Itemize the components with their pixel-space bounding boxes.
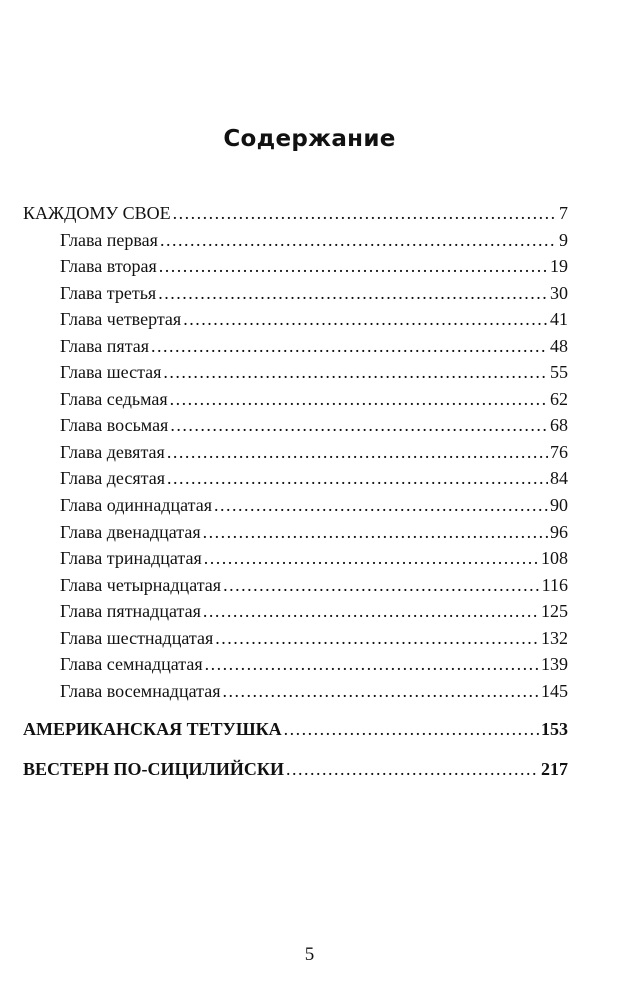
toc-entry-page: 90 [550,495,568,516]
dot-leader [160,230,557,251]
toc-entry-page: 132 [541,627,568,648]
page-title: Содержание [223,126,396,152]
toc-entry-title: ВЕСТЕРН ПО-СИЦИЛИЙСКИ [23,759,284,780]
toc-entry-page: 96 [550,521,568,542]
dot-leader [151,336,548,357]
toc-entry-page: 30 [550,282,568,303]
table-of-contents: КАЖДОМУ СВОЕ 7 Глава первая 9 Глава вторая 19… [23,203,568,787]
dot-leader [173,203,557,224]
toc-entry: КАЖДОМУ СВОЕ 7 [23,203,568,230]
dot-leader [170,389,548,410]
toc-entry-page: 217 [541,759,568,780]
toc-entry-page: 55 [550,362,568,383]
toc-entry-page: 139 [541,654,568,675]
toc-entry: Глава шестая 55 [23,362,568,389]
toc-entry-page: 145 [541,680,568,701]
toc-entry-title: Глава четырнадцатая [60,574,222,595]
dot-leader [159,256,548,277]
toc-entry: Глава восемнадцатая 145 [23,681,568,708]
toc-entry-page: 76 [550,441,568,462]
dot-leader [214,495,548,516]
toc-entry-title: Глава шестнадцатая [60,627,214,648]
toc-entry-page: 48 [550,335,568,356]
toc-entry-page: 84 [550,468,568,489]
dot-leader [223,575,540,596]
toc-entry: Глава первая 9 [23,230,568,257]
toc-entry-page: 68 [550,415,568,436]
toc-entry: ВЕСТЕРН ПО-СИЦИЛИЙСКИ 217 [23,759,568,787]
dot-leader [203,601,539,622]
toc-entry-page: 7 [559,203,568,223]
toc-entry: Глава семнадцатая 139 [23,654,568,681]
toc-entry: Глава третья 30 [23,283,568,310]
toc-entry: Глава десятая 84 [23,468,568,495]
toc-entry-title: Глава третья [60,282,157,303]
toc-entry-page: 116 [541,574,568,595]
dot-leader [222,681,539,702]
toc-entry-title: Глава четвертая [60,309,182,330]
toc-entry-page: 108 [541,548,568,569]
toc-entry: АМЕРИКАНСКАЯ ТЕТУШКА 153 [23,719,568,747]
dot-leader [205,654,539,675]
dot-leader [284,719,539,740]
toc-entry: Глава шестнадцатая 132 [23,628,568,655]
toc-entry-page: 153 [541,719,568,740]
toc-entry: Глава восьмая 68 [23,415,568,442]
toc-entry-page: 125 [541,601,568,622]
toc-entry-title: Глава пятнадцатая [60,601,201,622]
dot-leader [183,309,548,330]
toc-entry-title: Глава восьмая [60,415,169,436]
dot-leader [167,442,548,463]
toc-entry: Глава пятнадцатая 125 [23,601,568,628]
toc-entry-page: 62 [550,388,568,409]
toc-entry-title: Глава одиннадцатая [60,495,212,516]
dot-leader [286,759,539,780]
dot-leader [163,362,548,383]
toc-entry-title: Глава пятая [60,335,150,356]
toc-entry-title: Глава первая [60,229,158,250]
toc-entry-page: 9 [559,229,568,250]
toc-entry-title: Глава тринадцатая [60,548,202,569]
toc-entry-title: АМЕРИКАНСКАЯ ТЕТУШКА [23,719,282,740]
toc-entry-title: Глава седьмая [60,388,168,409]
toc-entry: Глава двенадцатая 96 [23,522,568,549]
toc-entry: Глава седьмая 62 [23,389,568,416]
toc-entry-title: Глава семнадцатая [60,654,203,675]
dot-leader [158,283,548,304]
toc-entry: Глава одиннадцатая 90 [23,495,568,522]
toc-entry-page: 19 [550,256,568,277]
toc-entry-title: Глава девятая [60,441,165,462]
toc-entry-title: Глава десятая [60,468,165,489]
dot-leader [203,522,548,543]
dot-leader [215,628,539,649]
toc-entry: Глава четырнадцатая 116 [23,575,568,602]
toc-entry: Глава девятая 76 [23,442,568,469]
toc-entry: Глава вторая 19 [23,256,568,283]
toc-entry-title: Глава вторая [60,256,157,277]
toc-entry: Глава пятая 48 [23,336,568,363]
toc-entry-title: Глава восемнадцатая [60,680,221,701]
toc-entry: Глава четвертая 41 [23,309,568,336]
toc-entry-title: КАЖДОМУ СВОЕ [23,203,171,223]
toc-entry: Глава тринадцатая 108 [23,548,568,575]
dot-leader [204,548,539,569]
dot-leader [170,415,548,436]
page-number: 5 [304,944,315,965]
toc-entry-title: Глава двенадцатая [60,521,201,542]
dot-leader [167,468,548,489]
toc-entry-title: Глава шестая [60,362,162,383]
toc-entry-page: 41 [550,309,568,330]
